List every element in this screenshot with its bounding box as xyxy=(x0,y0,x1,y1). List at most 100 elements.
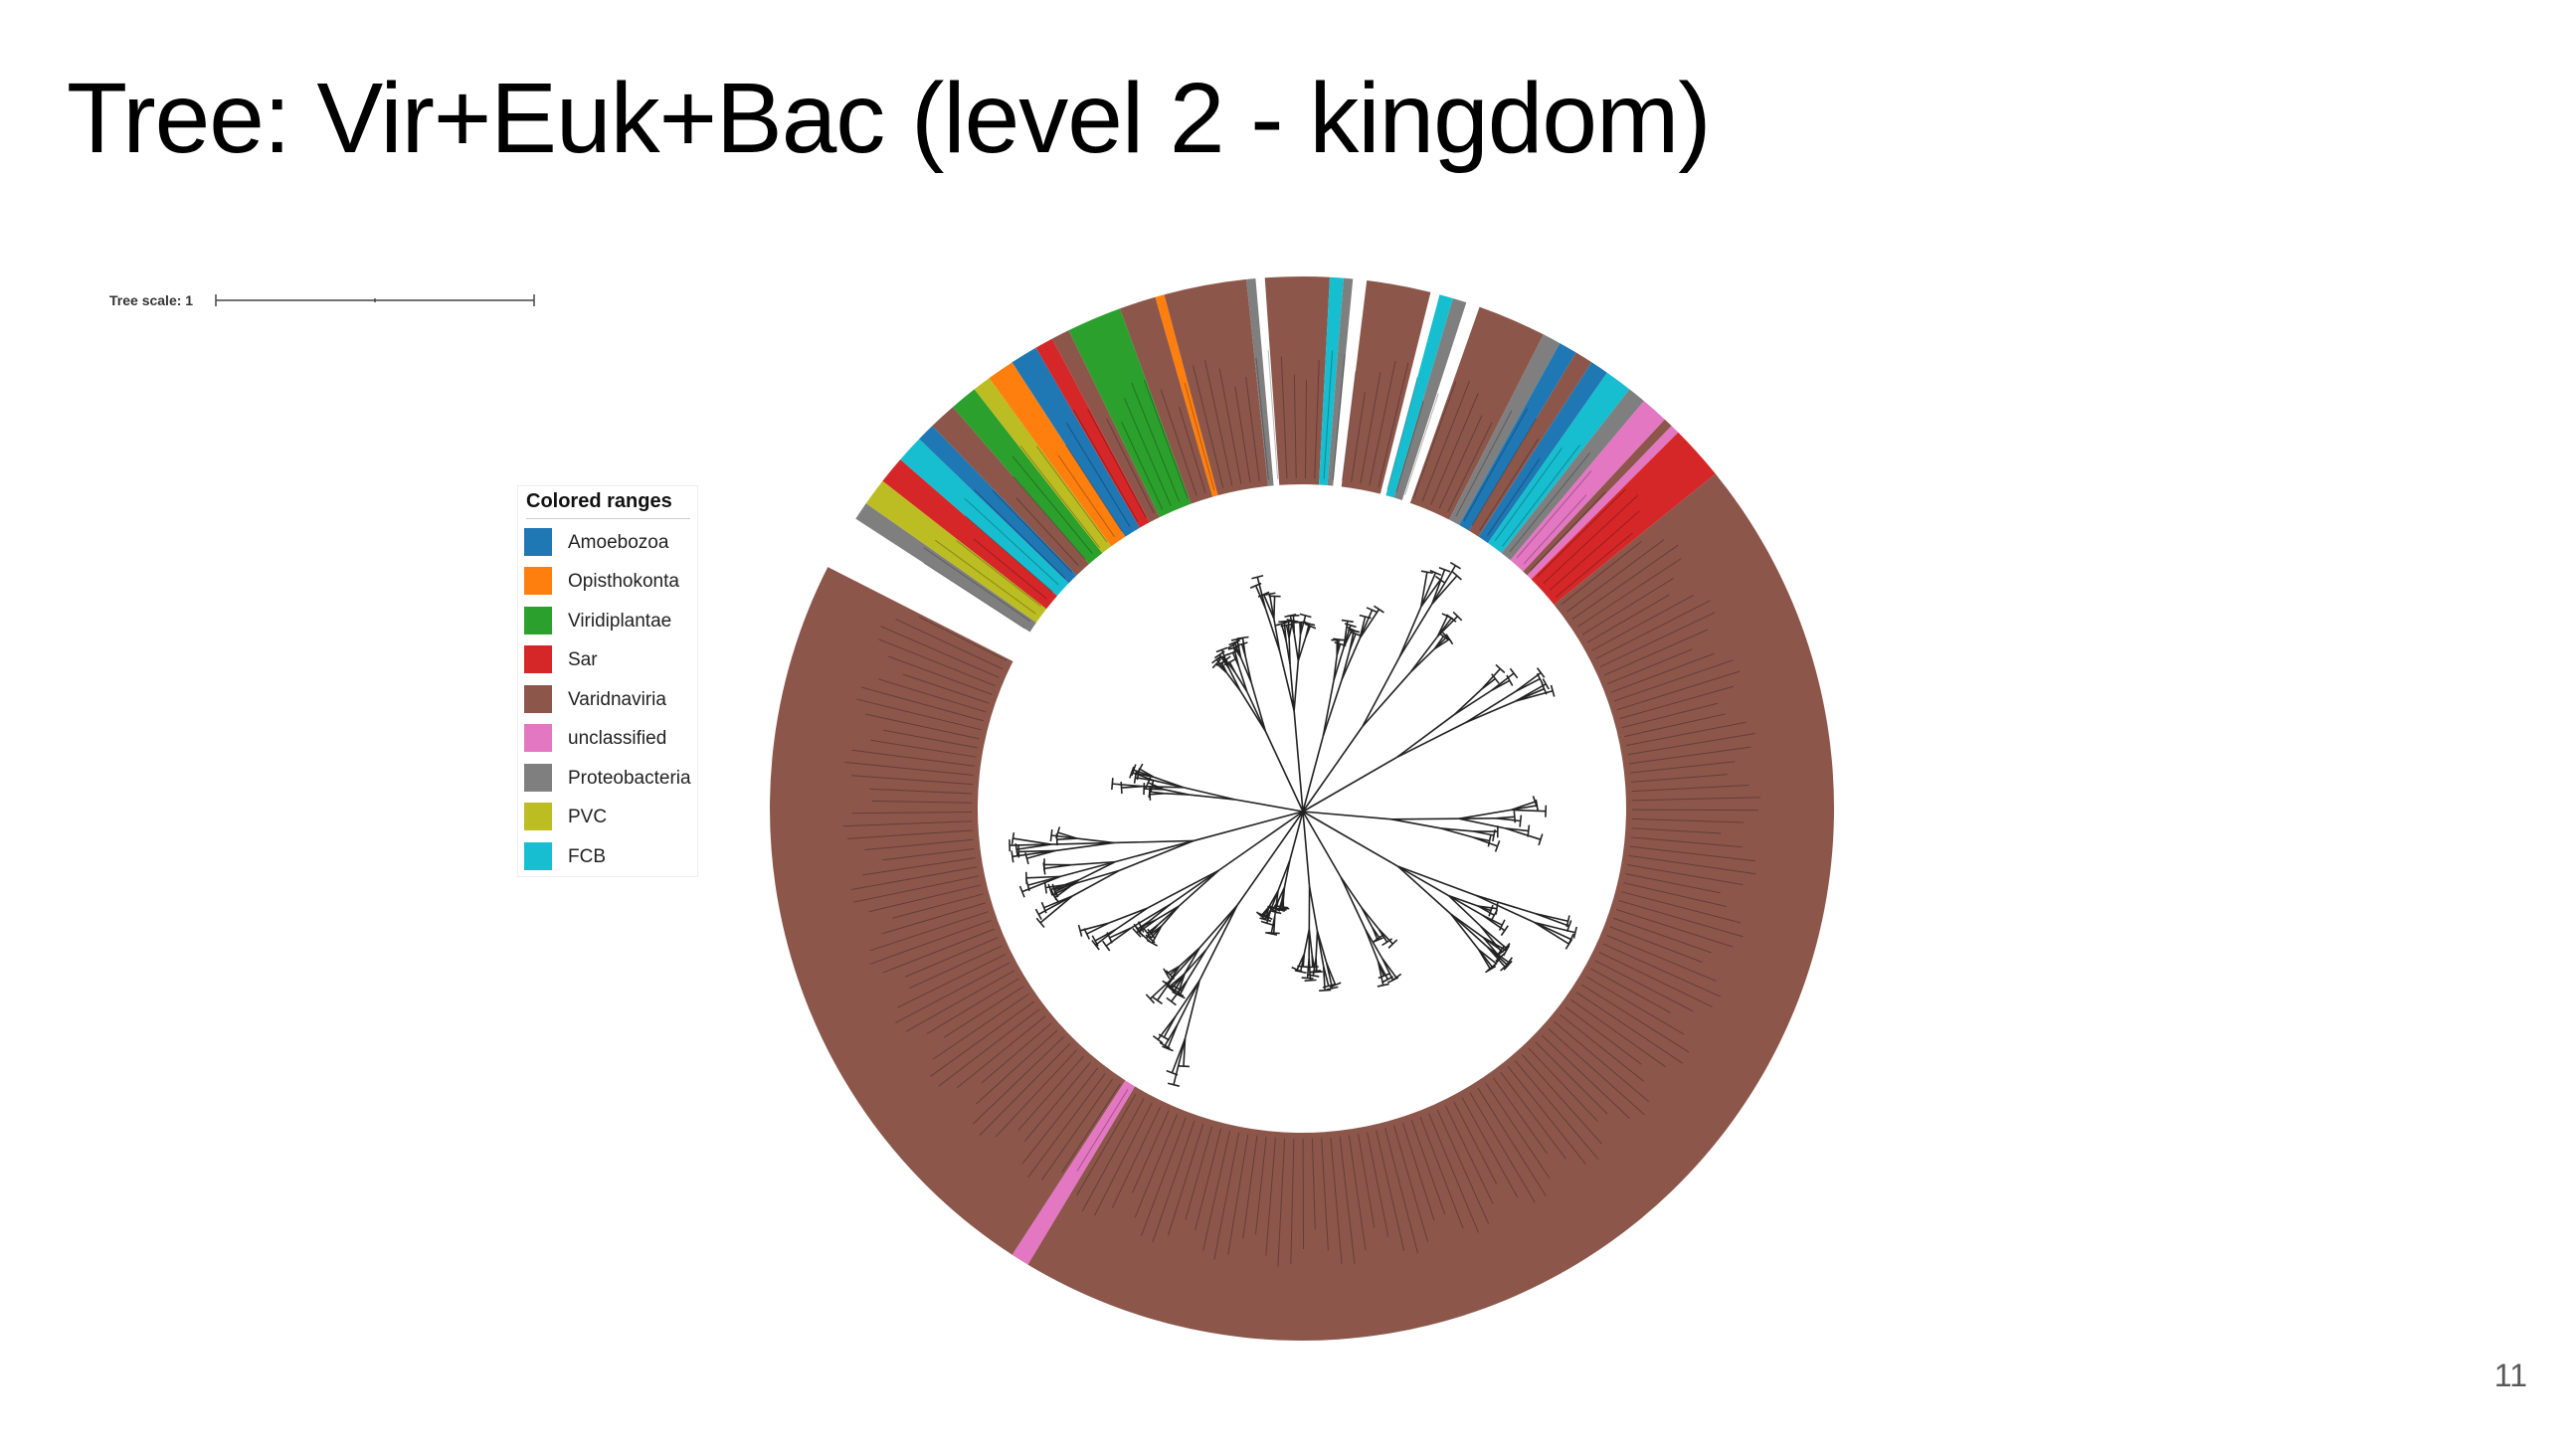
tree-branch xyxy=(1086,922,1110,935)
leaf-label-tick xyxy=(1087,409,1147,518)
leaf-label-tick xyxy=(1543,494,1639,584)
tree-branch xyxy=(1147,923,1160,934)
tree-branch xyxy=(1542,678,1550,690)
tree-branch xyxy=(1465,690,1517,724)
tree-branch xyxy=(1218,811,1304,871)
tree-branch xyxy=(1472,836,1498,847)
tree-branch xyxy=(1515,677,1541,692)
tree-branch xyxy=(1299,615,1307,635)
legend-swatch xyxy=(524,764,552,792)
page-number: 11 xyxy=(2493,1358,2527,1393)
tree-branch xyxy=(1076,837,1114,844)
tree-branch xyxy=(1361,907,1374,929)
ring-segment xyxy=(1531,432,1716,605)
tree-branch xyxy=(1453,689,1493,716)
tree-branch xyxy=(1491,679,1511,691)
leaf-label-tick xyxy=(1463,408,1529,522)
tree-branch xyxy=(1251,574,1264,580)
tree-branch xyxy=(1034,908,1042,921)
colored-ranges-ring xyxy=(770,275,1835,1342)
tree-branch xyxy=(1350,631,1362,637)
leaf-label-tick xyxy=(1619,685,1735,720)
tree-branch xyxy=(1131,764,1137,777)
tree-branch xyxy=(1515,671,1542,692)
tree-branch xyxy=(1171,972,1186,990)
colored-ranges-legend: Colored ranges Amoebozoa Opisthokonta Vi… xyxy=(517,485,698,877)
ring-segment xyxy=(900,439,1069,597)
ring-segment xyxy=(1027,473,1835,1342)
tree-branch xyxy=(1366,607,1379,614)
leaf-label-tick xyxy=(1323,350,1334,479)
leaf-label-tick xyxy=(974,489,1066,579)
leaf-label-tick xyxy=(1132,1110,1170,1193)
leaf-label-tick xyxy=(1065,445,1123,532)
ring-segment xyxy=(1120,296,1213,504)
tree-branch xyxy=(1482,914,1506,932)
tree-branch xyxy=(1244,655,1252,683)
tree-branch xyxy=(1448,895,1482,928)
ring-segment xyxy=(1319,276,1344,486)
tree-branch xyxy=(1159,1041,1171,1050)
tree-branch xyxy=(1478,949,1492,971)
tree-branch xyxy=(1316,931,1325,967)
leaf-label-tick xyxy=(1575,992,1684,1064)
leaf-label-tick xyxy=(847,829,973,839)
tree-branch xyxy=(1315,931,1319,959)
tree-branch xyxy=(1390,818,1441,829)
legend-swatch xyxy=(524,685,552,713)
leaf-label-tick xyxy=(860,686,985,722)
tree-branch xyxy=(1193,811,1304,842)
leaf-label-tick xyxy=(842,820,973,827)
tree-branch xyxy=(1453,688,1482,716)
tree-branch xyxy=(1293,660,1300,711)
tree-branch xyxy=(1322,679,1343,737)
tree-branch xyxy=(1270,915,1276,935)
leaf-label-tick xyxy=(1613,659,1734,702)
tree-branch xyxy=(1341,619,1354,624)
tree-branch xyxy=(1119,839,1195,871)
leaf-label-tick xyxy=(864,838,974,851)
leaf-label-tick xyxy=(1630,761,1736,774)
tree-branch xyxy=(1268,594,1275,620)
leaf-label-tick xyxy=(935,539,1036,615)
leaf-label-tick xyxy=(1339,1136,1356,1264)
tree-branch xyxy=(1448,894,1479,907)
leaf-label-tick xyxy=(1367,1132,1389,1237)
leaf-label-tick xyxy=(1265,1137,1276,1256)
tree-branch xyxy=(1152,1034,1164,1044)
leaf-label-tick xyxy=(1438,415,1483,509)
tree-branch xyxy=(1364,928,1383,960)
tree-branch xyxy=(1228,661,1236,673)
tree-branch xyxy=(1132,927,1142,938)
tree-branch xyxy=(1236,635,1249,639)
tree-branch xyxy=(1475,894,1536,915)
leaf-label-tick xyxy=(1461,1097,1519,1198)
tree-branch xyxy=(1482,936,1502,952)
leaf-label-tick xyxy=(865,713,980,740)
tree-branch xyxy=(1505,827,1542,840)
leaf-label-tick xyxy=(923,547,1031,622)
leaf-label-tick xyxy=(981,1022,1052,1084)
tree-branch xyxy=(1234,799,1304,813)
leaf-label-tick xyxy=(1616,670,1741,711)
tree-branch xyxy=(1162,980,1174,989)
leaf-label-tick xyxy=(1629,845,1756,862)
tree-branch xyxy=(1175,980,1200,1017)
tree-branch xyxy=(1325,963,1334,989)
leaf-label-tick xyxy=(1477,1087,1547,1196)
tree-branch xyxy=(1108,907,1148,924)
tree-branch xyxy=(1374,933,1385,942)
leaf-label-tick xyxy=(1218,368,1242,484)
leaf-label-tick xyxy=(1623,713,1726,738)
leaf-label-tick xyxy=(1143,379,1189,499)
leaf-label-tick xyxy=(1160,389,1197,496)
tree-branch xyxy=(1079,922,1109,932)
tree-branch xyxy=(1511,809,1547,813)
legend-label: FCB xyxy=(568,846,606,867)
tree-branch xyxy=(1152,996,1163,1004)
tree-branch xyxy=(1275,621,1288,627)
tree-branch xyxy=(1535,912,1569,927)
leaf-label-tick xyxy=(1255,357,1269,480)
tree-branch xyxy=(1170,869,1219,905)
